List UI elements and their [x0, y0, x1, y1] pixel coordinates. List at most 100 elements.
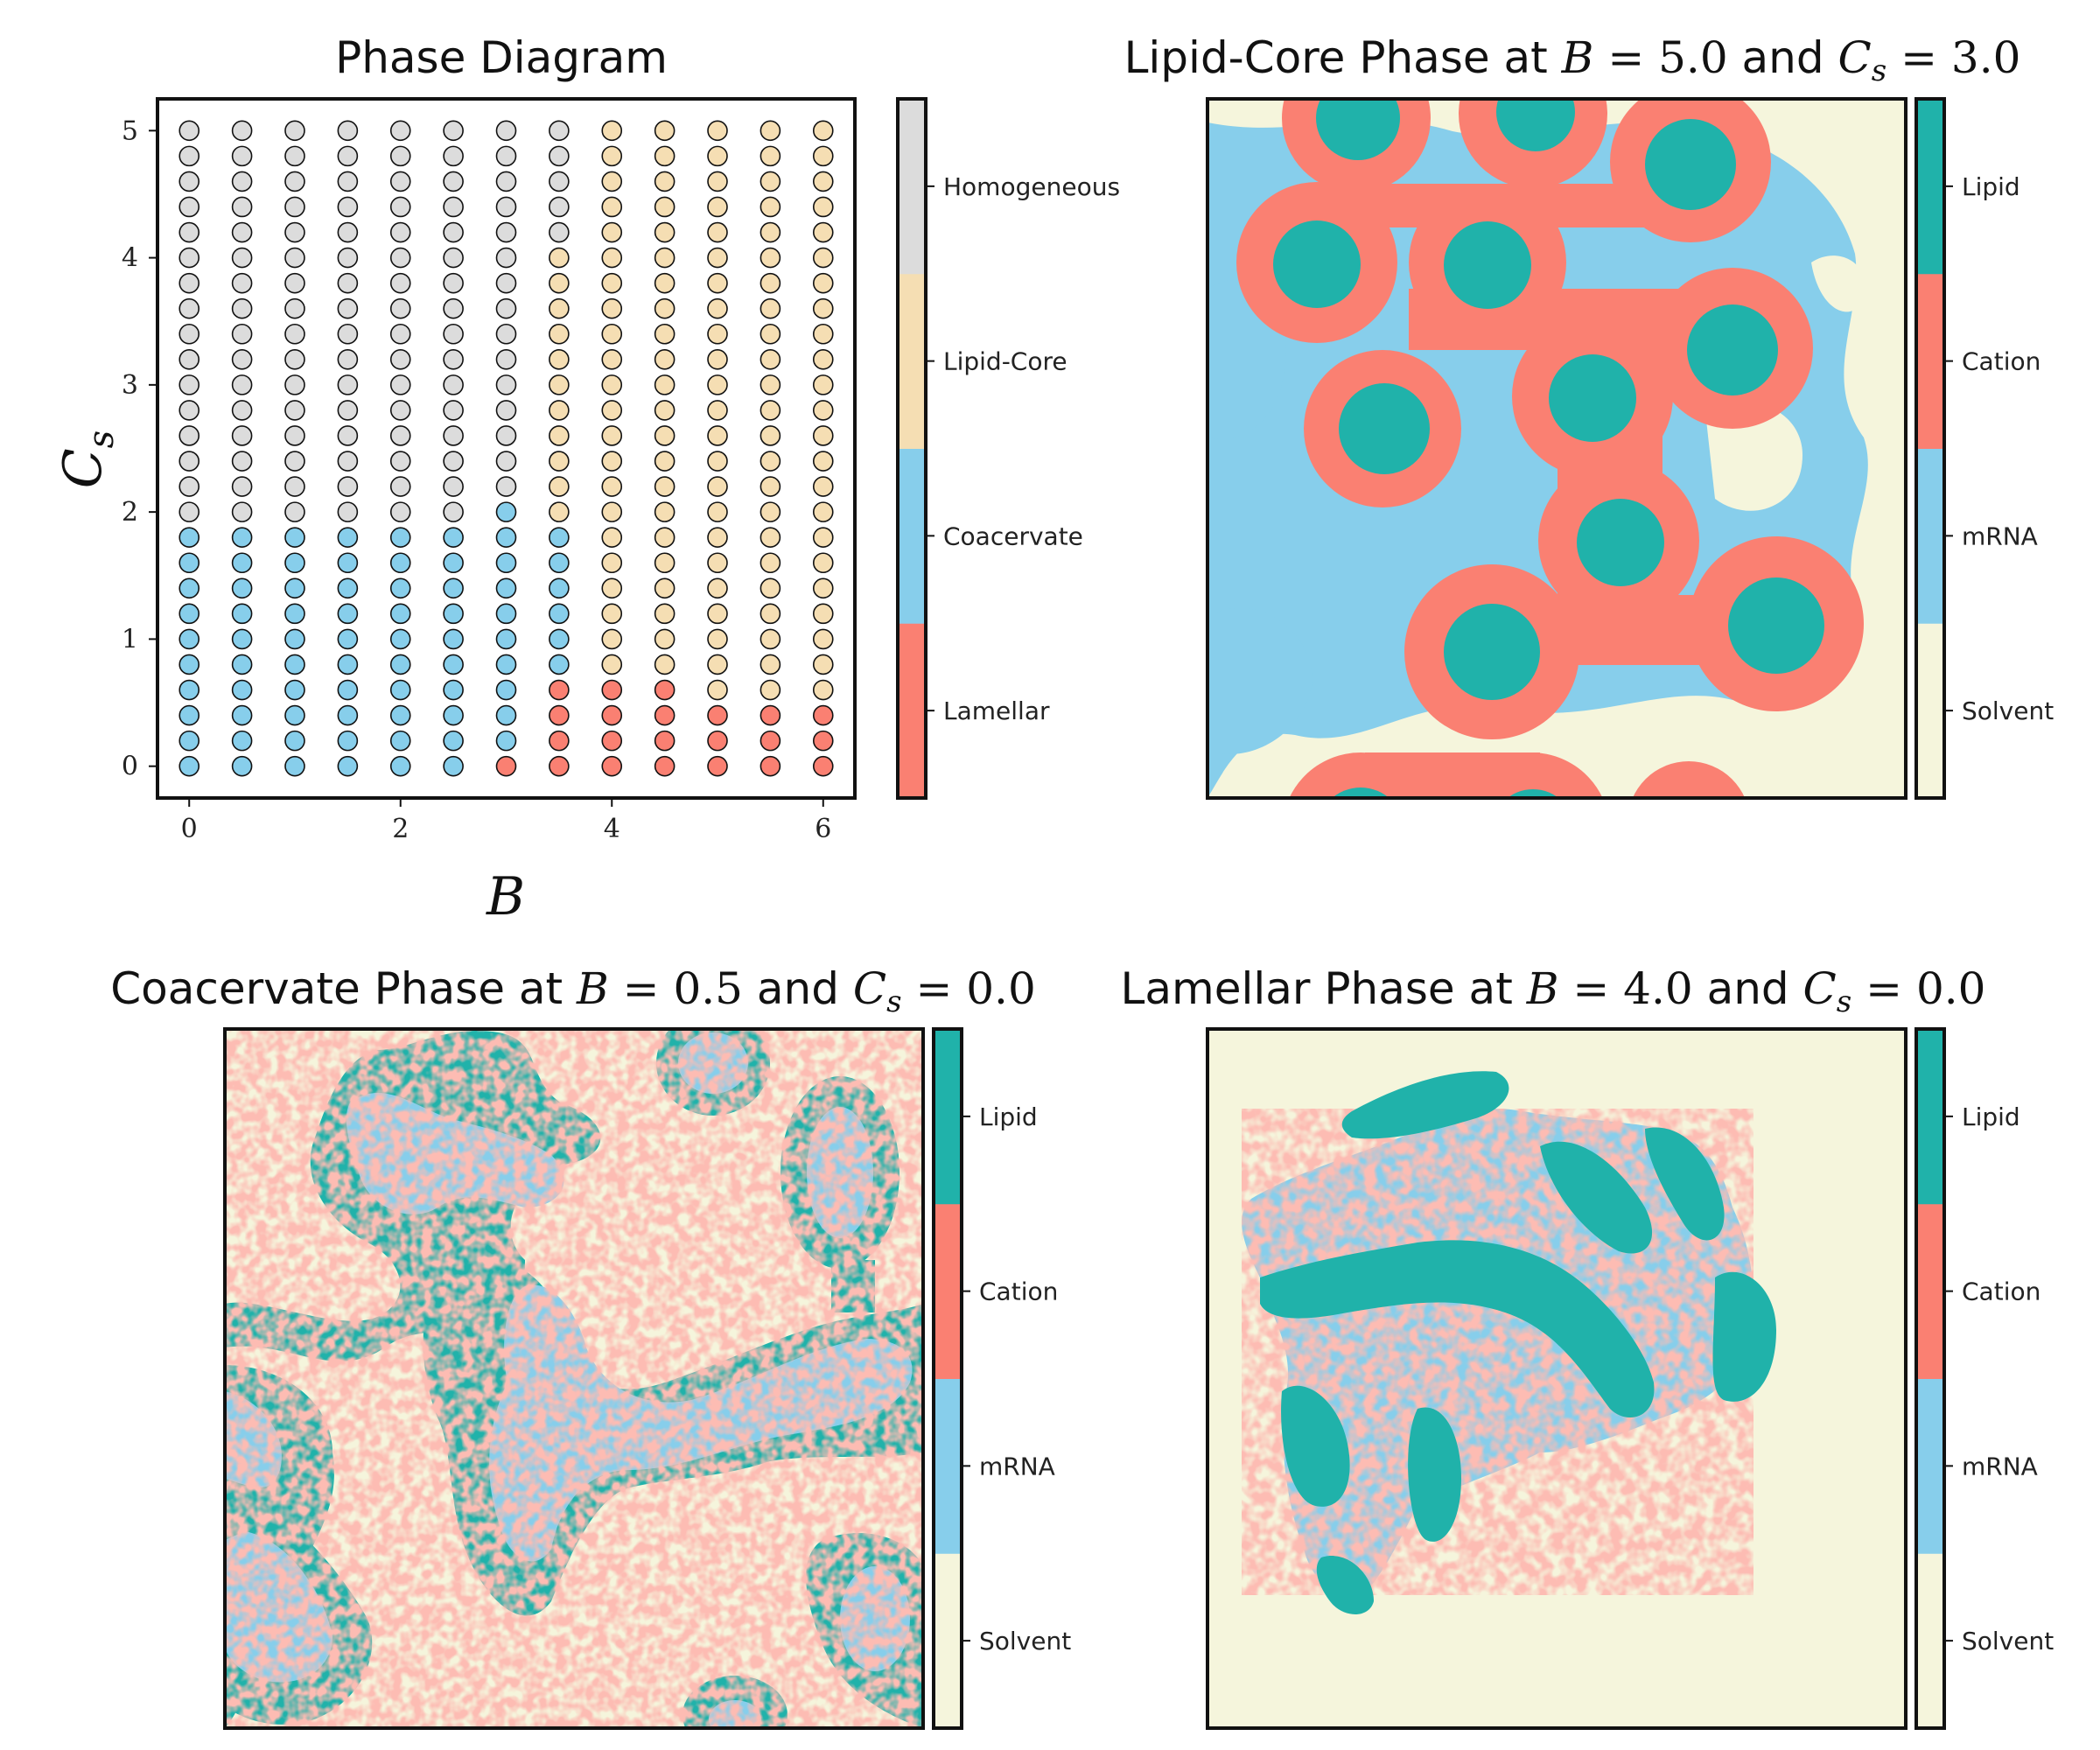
phase-point-coacervate: [284, 730, 305, 752]
phase-point-lipid-core: [707, 400, 728, 421]
colorbar-frame: [896, 97, 928, 800]
phase-point-lipid-core: [812, 578, 834, 599]
phase-point-homogeneous: [443, 145, 464, 167]
colorbar-label-lipid-core: Lipid-Core: [943, 347, 1068, 376]
phase-point-homogeneous: [389, 349, 411, 370]
phase-point-coacervate: [389, 730, 411, 752]
phase-point-lipid-core: [812, 272, 834, 294]
colorbar-segment-cation: [1916, 1203, 1944, 1379]
phase-point-lipid-core: [601, 603, 623, 625]
phase-point-lipid-core: [549, 349, 570, 370]
colorbar-label-cation: Cation: [979, 1278, 1058, 1306]
colorbar-frame: [1914, 1027, 1946, 1730]
colorbar-label-solvent: Solvent: [979, 1627, 1071, 1656]
colorbar-segment-solvent: [934, 1553, 962, 1729]
phase-point-homogeneous: [284, 145, 305, 167]
phase-point-coacervate: [549, 654, 570, 676]
phase-point-lipid-core: [707, 654, 728, 676]
coacervate-axes: [223, 1027, 925, 1730]
phase-point-lipid-core: [654, 323, 676, 345]
phase-point-homogeneous: [284, 400, 305, 421]
phase-point-lipid-core: [707, 323, 728, 345]
phase-point-homogeneous: [337, 298, 359, 319]
lamellar-title: Lamellar Phase at B = 4.0 and Cs = 0.0: [1121, 963, 1986, 1019]
phase-point-lamellar: [601, 730, 623, 752]
phase-point-homogeneous: [495, 171, 517, 192]
phase-point-lipid-core: [549, 323, 570, 345]
phase-point-coacervate: [284, 704, 305, 726]
phase-point-lipid-core: [654, 349, 676, 370]
phase-point-homogeneous: [337, 323, 359, 345]
phase-point-homogeneous: [337, 374, 359, 396]
phase-point-coacervate: [495, 501, 517, 522]
phase-colorbar: Lamellar Coacervate Lipid-Core Homogeneous: [896, 97, 1120, 800]
phase-point-lipid-core: [601, 400, 623, 421]
phase-point-coacervate: [549, 628, 570, 650]
phase-point-coacervate: [337, 730, 359, 752]
phase-point-lipid-core: [760, 298, 781, 319]
phase-point-lipid-core: [654, 451, 676, 472]
phase-point-lipid-core: [760, 272, 781, 294]
y-tick-label: 3: [122, 370, 138, 401]
phase-point-lipid-core: [707, 451, 728, 472]
phase-point-lipid-core: [601, 374, 623, 396]
colorbar-label-lipid: Lipid: [979, 1102, 1038, 1131]
phase-point-coacervate: [231, 730, 253, 752]
phase-point-coacervate: [231, 527, 253, 548]
phase-point-lipid-core: [760, 451, 781, 472]
phase-point-coacervate: [443, 578, 464, 599]
phase-point-homogeneous: [337, 451, 359, 472]
phase-point-homogeneous: [389, 196, 411, 218]
phase-point-homogeneous: [231, 501, 253, 522]
coacervate-title: Coacervate Phase at B = 0.5 and Cs = 0.0: [110, 963, 1036, 1019]
phase-point-coacervate: [495, 654, 517, 676]
phase-diagram-panel: Phase Diagram 0 2 4 6 0 1 2 3 4 5 B Cs Lamellar C…: [52, 32, 1120, 928]
phase-point-coacervate: [178, 552, 200, 574]
phase-point-coacervate: [337, 578, 359, 599]
phase-point-lipid-core: [601, 171, 623, 192]
lipid-core-panel: Lipid-Core Phase at B = 5.0 and Cs = 3.0: [1124, 32, 2054, 800]
phase-point-lipid-core: [654, 247, 676, 269]
phase-point-homogeneous: [178, 374, 200, 396]
phase-point-lipid-core: [601, 272, 623, 294]
phase-point-coacervate: [231, 578, 253, 599]
phase-point-lipid-core: [601, 578, 623, 599]
phase-point-homogeneous: [495, 425, 517, 446]
phase-point-homogeneous: [389, 272, 411, 294]
phase-point-lipid-core: [707, 501, 728, 522]
phase-point-homogeneous: [443, 374, 464, 396]
phase-point-homogeneous: [284, 272, 305, 294]
phase-point-lamellar: [601, 679, 623, 701]
colorbar-segment-lipid: [1916, 1029, 1944, 1205]
phase-point-coacervate: [231, 603, 253, 625]
colorbar-label-lipid: Lipid: [1962, 172, 2020, 201]
phase-point-homogeneous: [549, 120, 570, 142]
lipid-core-axes: [1206, 97, 1908, 800]
coacervate-colorbar: Solvent mRNA Cation Lipid: [932, 1027, 1071, 1730]
phase-point-homogeneous: [231, 171, 253, 192]
phase-point-lipid-core: [549, 374, 570, 396]
phase-point-homogeneous: [231, 272, 253, 294]
phase-point-coacervate: [495, 628, 517, 650]
phase-point-homogeneous: [284, 425, 305, 446]
phase-point-coacervate: [495, 603, 517, 625]
phase-point-lipid-core: [549, 298, 570, 319]
phase-point-coacervate: [337, 755, 359, 777]
phase-point-lipid-core: [601, 501, 623, 522]
phase-point-lipid-core: [812, 501, 834, 522]
phase-point-homogeneous: [178, 425, 200, 446]
phase-point-lipid-core: [760, 349, 781, 370]
phase-point-homogeneous: [443, 171, 464, 192]
phase-point-lipid-core: [654, 527, 676, 548]
phase-point-lipid-core: [812, 527, 834, 548]
phase-point-homogeneous: [549, 171, 570, 192]
lipid-core-field: [1208, 99, 1906, 798]
phase-point-homogeneous: [284, 451, 305, 472]
phase-point-homogeneous: [231, 298, 253, 319]
phase-point-coacervate: [284, 603, 305, 625]
phase-point-lipid-core: [707, 628, 728, 650]
phase-point-homogeneous: [231, 349, 253, 370]
phase-point-coacervate: [495, 578, 517, 599]
phase-point-coacervate: [337, 704, 359, 726]
phase-point-lipid-core: [707, 221, 728, 243]
